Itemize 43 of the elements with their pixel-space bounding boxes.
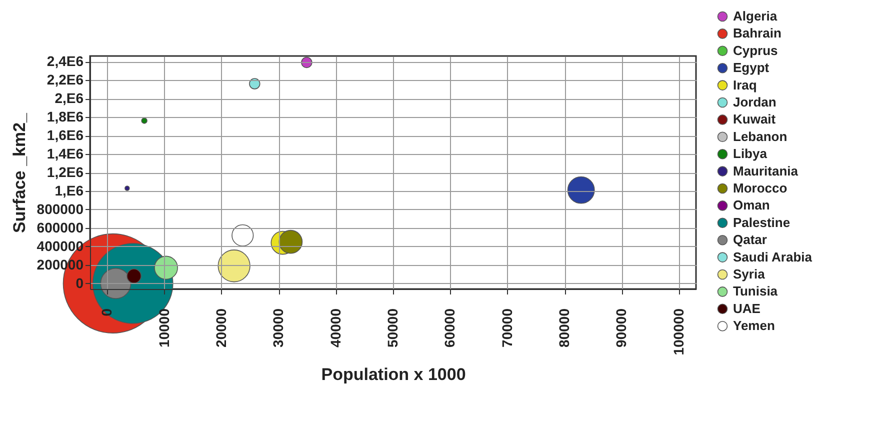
y-axis-title: Surface _km2_	[10, 112, 29, 234]
legend-label: Palestine	[733, 214, 790, 230]
y-tick-label: 2,2E6	[46, 72, 84, 88]
legend-label: Kuwait	[733, 112, 776, 127]
y-tick-label: 1,4E6	[46, 146, 84, 162]
y-tick-label: 1,E6	[54, 182, 84, 198]
y-tick-label: 1,8E6	[46, 108, 84, 125]
legend-label: Iraq	[733, 77, 757, 92]
x-tick-label: 40000	[327, 308, 344, 348]
x-tick-label: 0	[98, 308, 115, 316]
y-tick-label: 1,2E6	[46, 164, 84, 180]
legend-label: Cyprus	[733, 42, 778, 58]
legend-label: Mauritania	[733, 163, 799, 178]
legend-label: Libya	[733, 146, 768, 162]
x-tick-label: 60000	[442, 308, 458, 348]
y-tick-label: 0	[76, 274, 84, 291]
legend-label: Tunisia	[733, 284, 778, 299]
legend-label: Syria	[733, 266, 766, 282]
x-tick-label: 100000	[670, 308, 686, 356]
legend-label: Algeria	[733, 8, 778, 24]
legend-label: Jordan	[733, 94, 776, 110]
y-tick-label: 1,6E6	[46, 127, 84, 144]
legend-label: Bahrain	[733, 26, 782, 41]
x-tick-label: 10000	[156, 308, 172, 348]
legend-label: Yemen	[733, 318, 775, 334]
legend-label: Qatar	[733, 232, 767, 248]
y-tick-label: 2,4E6	[46, 53, 84, 70]
legend-label: UAE	[733, 300, 761, 316]
x-tick-label: 80000	[556, 308, 572, 348]
x-axis-title: Population x 1000	[321, 365, 466, 384]
y-tick-label: 2,E6	[54, 90, 84, 106]
legend-label: Oman	[733, 198, 770, 213]
legend-label: Saudi Arabia	[733, 249, 813, 264]
x-tick-label: 20000	[212, 308, 229, 348]
x-tick-label: 90000	[613, 308, 630, 348]
x-tick-label: 30000	[270, 308, 286, 348]
x-tick-label: 50000	[384, 308, 400, 348]
legend-label: Morocco	[733, 180, 788, 196]
legend-label: Egypt	[733, 60, 770, 76]
y-tick-label: 800000	[36, 200, 84, 217]
x-tick-label: 70000	[498, 308, 515, 348]
y-tick-label: 600000	[36, 219, 84, 236]
legend-label: Lebanon	[733, 128, 788, 144]
